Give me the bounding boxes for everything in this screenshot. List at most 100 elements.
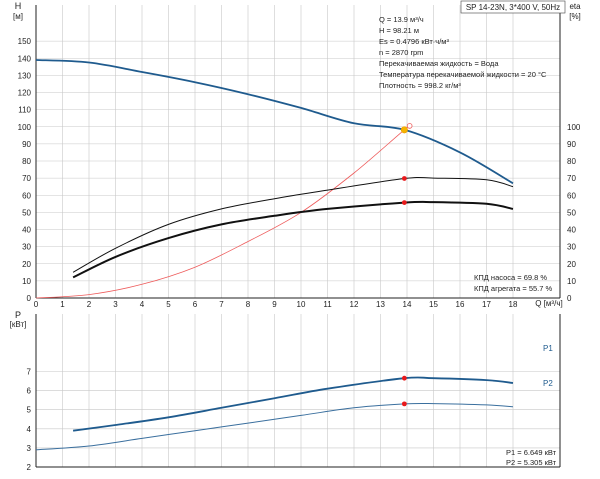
y-tick-label: 110 — [18, 106, 31, 115]
top-frame — [35, 5, 561, 299]
y-tick-label: 10 — [22, 277, 31, 286]
chart-title: SP 14-23N, 3*400 V, 50Hz — [466, 3, 560, 12]
unit-efficiency-curve — [72, 200, 514, 279]
power-axis-label-line1: P — [15, 310, 21, 320]
info-line: Температура перекачиваемой жидкости = 20… — [379, 70, 547, 79]
y-tick-label: 100 — [18, 123, 32, 132]
power-tick-label: 4 — [27, 425, 32, 434]
x-tick-labels: 0 1 2 3 4 5 6 7 8 9 10 11 12 13 14 15 16 17 18 — [34, 300, 518, 309]
top-left-tick-labels: 0 10 20 30 40 50 60 70 80 90 100 110 120 130 140 150 — [18, 37, 32, 303]
info-line: Плотность = 998.2 кг/м³ — [379, 81, 461, 90]
unit-efficiency-text: КПД агрегата = 55.7 % — [474, 284, 552, 293]
x-tick-label: 16 — [456, 300, 465, 309]
y-right-tick-label: 50 — [567, 208, 576, 217]
info-line: Q = 13.9 м³/ч — [379, 15, 424, 24]
chart-title-box: SP 14-23N, 3*400 V, 50Hz — [460, 0, 566, 14]
y-right-tick-label: 70 — [567, 174, 576, 183]
info-line: Es = 0.4796 кВт·ч/м³ — [379, 37, 449, 46]
head-curve — [35, 59, 514, 185]
x-tick-label: 4 — [140, 300, 145, 309]
p1-value-text: P1 = 6.649 кВт — [506, 448, 557, 457]
power-duty-markers — [401, 375, 407, 407]
system-curve — [35, 125, 411, 299]
p2-curve — [35, 402, 514, 451]
y-tick-label: 70 — [22, 174, 31, 183]
power-curves — [35, 376, 514, 451]
p1-curve-label: P1 — [543, 344, 553, 353]
duty-point-unit-eff-marker — [401, 200, 407, 206]
p2-curve-label: P2 — [543, 379, 553, 388]
x-tick-label: 8 — [246, 300, 251, 309]
y-left-label-line2: [м] — [13, 12, 23, 21]
x-tick-label: 2 — [87, 300, 92, 309]
y-right-tick-label: 0 — [567, 294, 572, 303]
top-grid — [36, 5, 560, 298]
x-tick-label: 12 — [350, 300, 359, 309]
x-tick-label: 10 — [297, 300, 306, 309]
bottom-frame — [35, 314, 561, 468]
y-tick-label: 30 — [22, 243, 31, 252]
x-tick-label: 13 — [376, 300, 385, 309]
info-line: n = 2870 rpm — [379, 48, 423, 57]
x-tick-label: 14 — [403, 300, 412, 309]
top-curves — [35, 59, 514, 299]
pump-efficiency-curve — [72, 176, 514, 273]
x-tick-label: 18 — [509, 300, 518, 309]
info-line: Перекачиваемая жидкость = Вода — [379, 59, 499, 68]
info-panel: Q = 13.9 м³/ч H = 98.21 м Es = 0.4796 кВ… — [379, 15, 547, 90]
x-tick-label: 1 — [60, 300, 65, 309]
y-tick-label: 20 — [22, 260, 31, 269]
x-tick-label: 15 — [429, 300, 438, 309]
y-tick-label: 140 — [18, 54, 32, 63]
y-right-tick-label: 60 — [567, 191, 576, 200]
top-right-tick-labels: 0 10 20 30 40 50 60 70 80 90 100 — [567, 123, 581, 303]
p1-curve — [72, 376, 514, 432]
power-tick-label: 5 — [27, 406, 32, 415]
x-tick-label: 9 — [272, 300, 277, 309]
power-tick-label: 2 — [27, 463, 32, 472]
power-tick-label: 6 — [27, 387, 32, 396]
power-axis-label-line2: [кВт] — [10, 320, 27, 329]
duty-point-p1-marker — [401, 375, 407, 381]
y-tick-label: 80 — [22, 157, 31, 166]
y-tick-label: 150 — [18, 37, 32, 46]
duty-point-head-marker — [400, 126, 408, 134]
y-tick-label: 120 — [18, 89, 32, 98]
y-right-label-line2: [%] — [569, 12, 581, 21]
x-tick-label: 11 — [323, 300, 332, 309]
x-tick-label: 6 — [193, 300, 198, 309]
y-right-tick-label: 30 — [567, 243, 576, 252]
y-tick-label: 130 — [18, 71, 32, 80]
y-tick-label: 90 — [22, 140, 31, 149]
y-tick-label: 50 — [22, 208, 31, 217]
x-tick-label: 17 — [482, 300, 491, 309]
duty-point-markers — [400, 123, 413, 206]
y-tick-label: 60 — [22, 191, 31, 200]
x-tick-label: 0 — [34, 300, 39, 309]
x-tick-label: 3 — [113, 300, 118, 309]
y-right-tick-label: 10 — [567, 277, 576, 286]
bottom-grid — [36, 314, 560, 467]
info-line: H = 98.21 м — [379, 26, 419, 35]
duty-point-p2-marker — [401, 401, 407, 407]
power-tick-label: 7 — [27, 368, 32, 377]
x-tick-label: 7 — [219, 300, 224, 309]
y-right-tick-label: 90 — [567, 140, 576, 149]
power-tick-label: 3 — [27, 444, 32, 453]
duty-point-pump-eff-marker — [401, 176, 407, 181]
y-right-tick-label: 40 — [567, 226, 576, 235]
y-tick-label: 0 — [27, 294, 32, 303]
y-left-label-line1: H — [15, 1, 22, 11]
p2-value-text: P2 = 5.305 кВт — [506, 458, 557, 467]
system-end-marker — [406, 123, 413, 129]
y-right-tick-label: 100 — [567, 123, 581, 132]
x-tick-label: 5 — [166, 300, 171, 309]
y-right-tick-label: 20 — [567, 260, 576, 269]
y-right-label-line1: eta — [569, 2, 581, 11]
power-tick-labels: 2 3 4 5 6 7 — [27, 368, 32, 473]
y-tick-label: 40 — [22, 226, 31, 235]
pump-efficiency-text: КПД насоса = 69.8 % — [474, 273, 547, 282]
y-right-tick-label: 80 — [567, 157, 576, 166]
x-axis-label: Q [м³/ч] — [535, 299, 562, 308]
